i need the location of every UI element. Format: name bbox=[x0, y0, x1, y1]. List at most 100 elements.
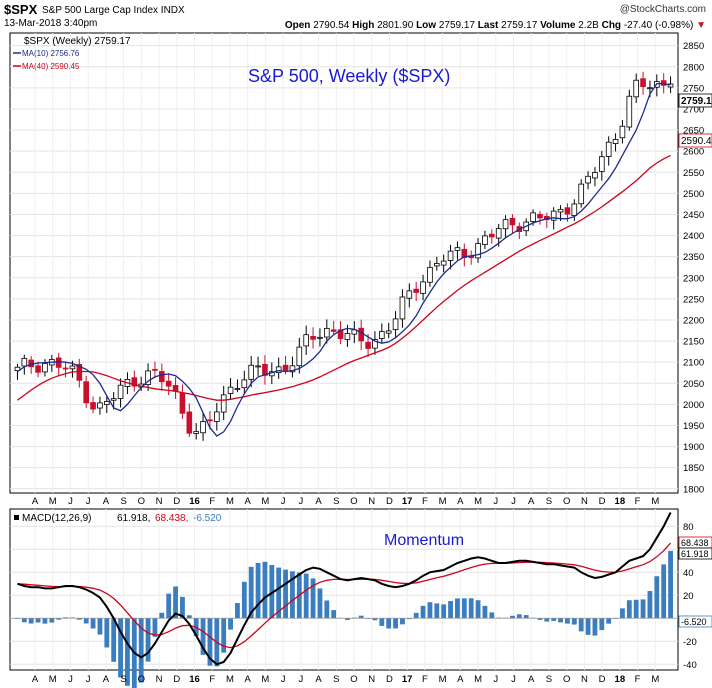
histogram-bar bbox=[427, 602, 433, 619]
x-tick-label: O bbox=[350, 496, 357, 507]
x-tick-label: A bbox=[528, 674, 535, 685]
candle bbox=[475, 243, 481, 259]
candle bbox=[495, 228, 502, 239]
candle bbox=[289, 365, 296, 373]
x-tick-label: A bbox=[315, 496, 322, 507]
x-tick-label: N bbox=[368, 674, 375, 685]
chg-value: -27.40 (-0.98%) bbox=[623, 20, 694, 31]
histogram-bar bbox=[386, 618, 392, 629]
x-tick-label: A bbox=[315, 674, 322, 685]
price-tick-label: 1950 bbox=[683, 421, 704, 432]
histogram-bar bbox=[317, 588, 323, 619]
x-tick-label: J bbox=[68, 674, 73, 685]
histogram-bar bbox=[166, 593, 172, 619]
candle bbox=[447, 250, 454, 261]
candle bbox=[454, 247, 461, 251]
histogram-bar bbox=[400, 618, 405, 625]
price-tick-label: 2500 bbox=[683, 189, 704, 200]
candle bbox=[69, 365, 76, 370]
symbol: $SPX bbox=[4, 2, 38, 17]
macd-gridlines bbox=[10, 509, 678, 670]
histogram-bar bbox=[111, 618, 117, 662]
candle bbox=[241, 379, 248, 389]
price-axis-ticks: 1800 1850 1900 1950 2000 2050 2100 2150 2200 2250… bbox=[683, 41, 704, 495]
x-tick-label: 17 bbox=[402, 674, 413, 685]
macd-histogram bbox=[10, 550, 678, 688]
histogram-bar bbox=[578, 618, 584, 632]
x-tick-label: O bbox=[563, 674, 570, 685]
histogram-bar bbox=[510, 615, 515, 619]
histogram-bar bbox=[200, 618, 206, 655]
open-value: 2790.54 bbox=[313, 20, 350, 31]
histogram-bar bbox=[475, 600, 481, 619]
candle bbox=[152, 368, 158, 371]
histogram-bar bbox=[434, 603, 440, 619]
volume-value: 2.2B bbox=[578, 20, 599, 31]
histogram-bar bbox=[551, 618, 557, 621]
x-tick-label: J bbox=[86, 496, 91, 507]
x-tick-label: F bbox=[422, 674, 428, 685]
x-tick-label: F bbox=[635, 674, 641, 685]
x-tick-label: D bbox=[599, 674, 606, 685]
histogram-bar bbox=[186, 615, 192, 619]
ma40-tag-box bbox=[678, 133, 712, 148]
legend-signal-value: 68.438, bbox=[155, 513, 188, 524]
histogram-bar bbox=[585, 618, 591, 635]
legend-price: $SPX (Weekly) 2759.17 bbox=[24, 36, 131, 47]
x-tick-label: M bbox=[651, 496, 659, 507]
candle bbox=[434, 263, 440, 267]
x-tick-label: A bbox=[244, 674, 251, 685]
candle bbox=[214, 411, 220, 422]
price-x-labels: A M J J A S O N D 16 F M A M J J A S O N D 17 F M A M J J A S O N D 18 F M bbox=[32, 496, 659, 507]
candle bbox=[303, 334, 309, 347]
x-tick-label: M bbox=[49, 496, 57, 507]
candle bbox=[461, 248, 468, 258]
candle bbox=[42, 363, 48, 373]
price-tick-label: 2150 bbox=[683, 337, 704, 348]
candle bbox=[90, 402, 96, 410]
histogram-bar bbox=[221, 618, 227, 653]
candle bbox=[310, 336, 316, 340]
macd-tick-label: -40 bbox=[683, 660, 697, 671]
price-tick-label: 1900 bbox=[683, 442, 704, 453]
macd-chart-title: Momentum bbox=[384, 532, 464, 549]
x-tick-label: J bbox=[86, 674, 91, 685]
price-gridlines bbox=[10, 33, 678, 493]
candle bbox=[440, 260, 447, 266]
candle bbox=[117, 384, 124, 399]
price-tick-label: 2300 bbox=[683, 273, 704, 284]
histogram-bar bbox=[228, 618, 233, 630]
candle bbox=[179, 392, 186, 414]
histogram-bar bbox=[455, 598, 460, 619]
histogram-bar bbox=[248, 566, 254, 619]
candle bbox=[537, 213, 543, 219]
price-tick-label: 2450 bbox=[683, 210, 704, 221]
candle bbox=[62, 367, 69, 370]
x-tick-label: N bbox=[581, 674, 588, 685]
histogram-bar bbox=[173, 586, 178, 619]
histogram-bar bbox=[537, 618, 543, 620]
histogram-bar bbox=[303, 573, 309, 619]
legend-macd-name: MACD(12,26,9) bbox=[22, 513, 91, 524]
x-tick-label: O bbox=[350, 674, 357, 685]
candle bbox=[633, 79, 639, 98]
legend-macd-swatch bbox=[14, 515, 19, 520]
ma10-line bbox=[17, 82, 671, 437]
histogram-bar bbox=[310, 578, 316, 619]
histogram-bar bbox=[21, 618, 27, 623]
x-tick-label: 16 bbox=[189, 674, 200, 685]
price-tick-label: 2050 bbox=[683, 379, 704, 390]
histogram-bar bbox=[345, 618, 350, 620]
histogram-bar bbox=[558, 618, 563, 623]
chg-label: Chg bbox=[601, 20, 622, 31]
candle bbox=[599, 156, 605, 172]
high-value: 2801.90 bbox=[377, 20, 414, 31]
last-label: Last bbox=[477, 20, 499, 31]
histogram-bar bbox=[372, 618, 378, 621]
candle bbox=[379, 331, 385, 339]
histogram-bar bbox=[626, 600, 632, 619]
candle bbox=[248, 364, 254, 380]
x-tick-label: 18 bbox=[615, 674, 626, 685]
histogram-bar bbox=[413, 612, 419, 619]
x-tick-label: F bbox=[635, 496, 641, 507]
